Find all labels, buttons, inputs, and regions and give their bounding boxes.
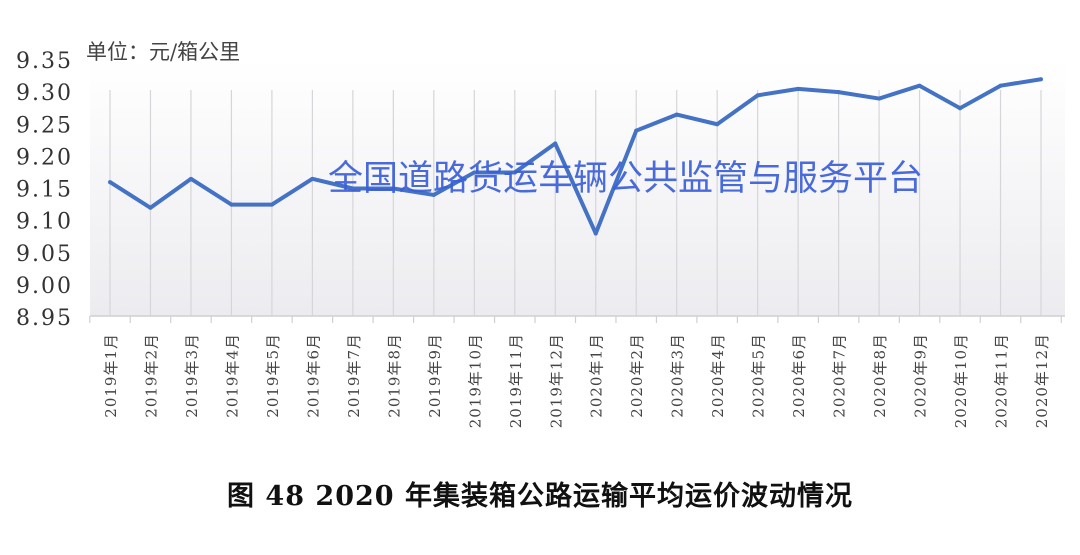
data-point — [310, 176, 315, 181]
data-point — [958, 106, 963, 111]
y-tick-label: 9.35 — [16, 49, 73, 74]
x-tick-label: 2020年9月 — [912, 333, 930, 418]
x-tick-label: 2020年5月 — [750, 333, 768, 418]
data-point — [715, 122, 720, 127]
x-tick-label: 2019年7月 — [345, 333, 363, 418]
y-tick-label: 9.30 — [16, 81, 73, 106]
data-point — [593, 231, 598, 236]
x-tick-label: 2019年9月 — [426, 333, 444, 418]
x-tick-label: 2020年2月 — [628, 333, 646, 418]
data-point — [188, 176, 193, 181]
x-tick-label: 2019年6月 — [304, 333, 322, 418]
x-tick-label: 2020年12月 — [1033, 333, 1051, 428]
data-point — [229, 202, 234, 207]
x-tick-label: 2020年8月 — [871, 333, 889, 418]
data-point — [391, 186, 396, 191]
data-point — [796, 86, 801, 91]
data-point — [108, 180, 112, 185]
series-line — [108, 77, 1042, 236]
data-point — [634, 128, 639, 133]
x-tick-label: 2019年8月 — [385, 333, 403, 418]
y-tick-label: 9.25 — [16, 113, 73, 138]
data-point — [553, 141, 558, 146]
data-point — [148, 205, 153, 210]
x-tick-label: 2020年4月 — [709, 333, 727, 418]
data-point — [755, 93, 760, 98]
x-tick-label: 2020年6月 — [790, 333, 808, 418]
x-tick-label: 2019年4月 — [223, 333, 241, 418]
x-tick-label: 2020年1月 — [588, 333, 606, 418]
plot-area — [90, 60, 1065, 316]
y-tick-label: 9.20 — [16, 145, 73, 170]
data-point — [674, 112, 679, 117]
data-point — [877, 96, 882, 101]
data-point — [472, 170, 477, 175]
data-point — [350, 186, 355, 191]
x-tick-label: 2019年12月 — [547, 333, 565, 428]
data-point — [269, 202, 274, 207]
x-tick-label: 2019年2月 — [142, 333, 160, 418]
data-point — [998, 83, 1003, 88]
x-tick-label: 2020年10月 — [952, 333, 970, 428]
x-tick-label: 2019年10月 — [466, 333, 484, 428]
x-tick-label: 2019年5月 — [264, 333, 282, 418]
x-tick-label: 2019年1月 — [102, 333, 120, 418]
figure-caption: 图 48 2020 年集装箱公路运输平均运价波动情况 — [227, 481, 853, 512]
x-tick-label: 2019年11月 — [507, 333, 525, 428]
x-tick-label: 2019年3月 — [183, 333, 201, 418]
x-tick-label: 2020年11月 — [993, 333, 1011, 428]
x-tick-label: 2020年3月 — [669, 333, 687, 418]
data-point — [512, 170, 517, 175]
data-point — [1039, 77, 1043, 82]
y-tick-label: 8.95 — [16, 306, 73, 331]
data-point — [431, 192, 436, 197]
y-tick-label: 9.05 — [16, 242, 73, 267]
line-chart: 9.35 9.30 9.25 9.20 9.15 9.10 9.05 9.00 8.95 201… — [16, 49, 1065, 428]
y-tick-label: 9.00 — [16, 274, 73, 299]
y-tick-label: 9.10 — [16, 210, 73, 235]
unit-label: 单位：元/箱公里 — [86, 40, 241, 64]
watermark: 全国道路货运车辆公共监管与服务平台 — [328, 159, 924, 199]
data-point — [836, 90, 841, 95]
data-point — [917, 83, 922, 88]
x-tick-label: 2020年7月 — [831, 333, 849, 418]
y-tick-label: 9.15 — [16, 178, 73, 203]
